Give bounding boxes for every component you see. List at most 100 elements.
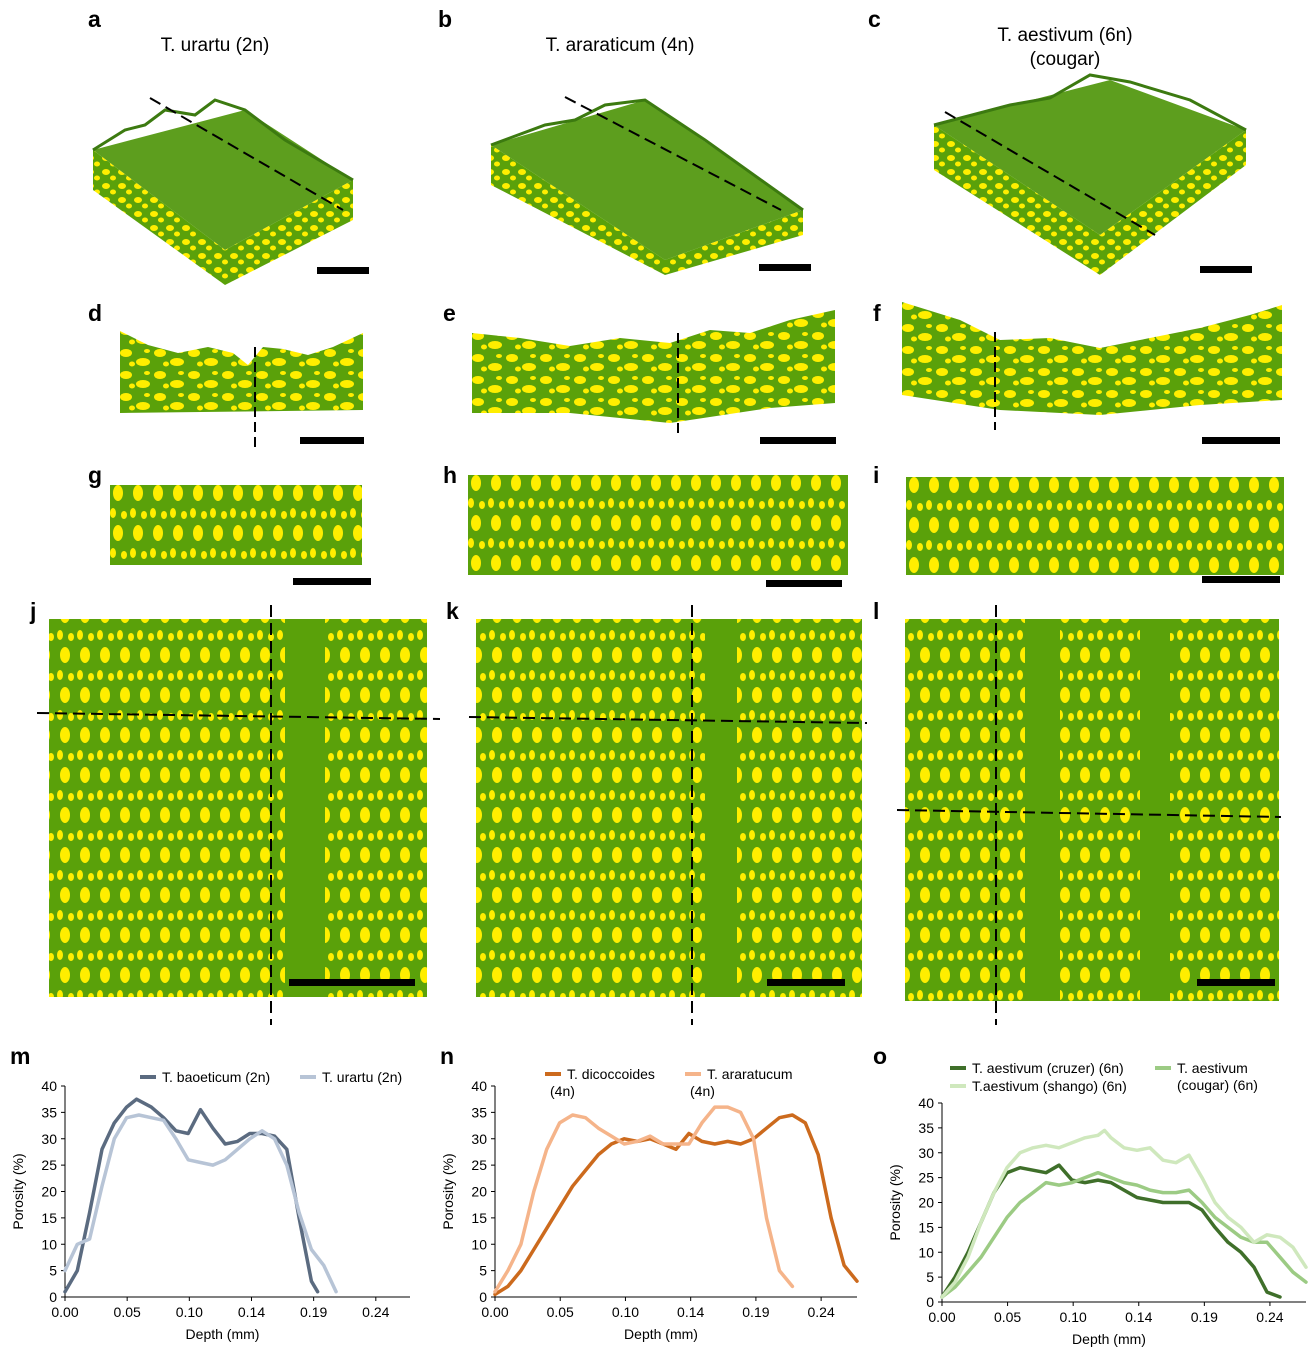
x-tick-label: 0.10	[612, 1304, 639, 1320]
legend-label: T. araratucum	[707, 1066, 793, 1082]
title-b: T. araraticum (4n)	[545, 35, 695, 56]
x-tick-label: 0.10	[1060, 1309, 1087, 1325]
x-axis-label: Depth (mm)	[186, 1326, 260, 1342]
y-tick-label: 25	[471, 1157, 487, 1173]
y-tick-label: 10	[41, 1236, 57, 1252]
x-tick-label: 0.24	[1256, 1309, 1283, 1325]
y-tick-label: 0	[479, 1289, 487, 1305]
legend-label: (cougar) (6n)	[1177, 1077, 1258, 1093]
panel-label-h: h	[443, 462, 458, 488]
title-a: T. urartu (2n)	[160, 35, 270, 56]
panel-label-f: f	[873, 300, 881, 326]
y-tick-label: 20	[471, 1184, 487, 1200]
x-tick-label: 0.05	[547, 1304, 574, 1320]
x-axis-label: Depth (mm)	[1072, 1331, 1146, 1347]
y-tick-label: 5	[926, 1269, 934, 1285]
y-tick-label: 5	[49, 1263, 57, 1279]
title-c-line1: T. aestivum (6n)	[997, 25, 1133, 46]
chart-o: 0 5 10 15 20 25 30 35 40 0.00 0.05 0.10 0.14 0.19 0.24…	[887, 1060, 1308, 1347]
block-3d-c	[933, 73, 1252, 275]
panel-label-k: k	[446, 598, 459, 624]
block-3d-b	[490, 96, 811, 275]
legend-label: (4n)	[550, 1083, 575, 1099]
y-tick-label: 20	[918, 1195, 934, 1211]
top-view-k	[468, 605, 868, 1025]
series-line	[940, 1170, 1308, 1299]
y-tick-label: 30	[41, 1131, 57, 1147]
title-c-line2: (cougar)	[1029, 49, 1101, 70]
panel-label-e: e	[443, 300, 456, 326]
legend-label: T.aestivum (shango) (6n)	[972, 1078, 1127, 1094]
longitudinal-section-i	[906, 477, 1284, 583]
x-tick-label: 0.05	[994, 1309, 1021, 1325]
y-tick-label: 15	[41, 1210, 57, 1226]
series-line	[63, 1113, 338, 1294]
x-tick-label: 0.24	[362, 1304, 389, 1320]
x-tick-label: 0.00	[928, 1309, 955, 1325]
x-tick-label: 0.14	[1125, 1309, 1152, 1325]
y-axis-label: Porosity (%)	[440, 1153, 456, 1229]
chart-m: 0 5 10 15 20 25 30 35 40 0.00 0.05 0.10 0.14 0.19 0.24…	[10, 1069, 410, 1342]
chart-n: 0 5 10 15 20 25 30 35 40 0.00 0.05 0.10 0.14 0.19 0.24…	[440, 1066, 859, 1342]
x-tick-label: 0.00	[51, 1304, 78, 1320]
panel-label-o: o	[873, 1043, 888, 1069]
y-tick-label: 30	[918, 1145, 934, 1161]
longitudinal-section-g	[110, 485, 371, 585]
y-tick-label: 35	[471, 1104, 487, 1120]
y-tick-label: 0	[926, 1294, 934, 1310]
series-line	[940, 1128, 1308, 1299]
series-line	[940, 1163, 1282, 1299]
y-tick-label: 30	[471, 1131, 487, 1147]
y-tick-label: 25	[918, 1170, 934, 1186]
top-view-j	[36, 605, 441, 1025]
y-tick-label: 15	[471, 1210, 487, 1226]
panel-label-c: c	[868, 6, 881, 32]
series-line	[493, 1105, 795, 1294]
y-tick-label: 35	[41, 1104, 57, 1120]
legend-label: T. urartu (2n)	[322, 1069, 402, 1085]
y-axis-label: Porosity (%)	[887, 1164, 903, 1240]
x-tick-label: 0.10	[176, 1304, 203, 1320]
series-line	[63, 1097, 320, 1294]
y-tick-label: 5	[479, 1263, 487, 1279]
cross-section-f	[902, 302, 1282, 444]
cross-section-d	[120, 331, 364, 447]
panel-label-g: g	[88, 462, 103, 488]
panel-label-j: j	[30, 598, 37, 624]
x-tick-label: 0.19	[742, 1304, 769, 1320]
x-tick-label: 0.19	[300, 1304, 327, 1320]
y-tick-label: 40	[918, 1095, 934, 1111]
y-tick-label: 40	[41, 1078, 57, 1094]
legend-label: T. dicoccoides	[567, 1066, 655, 1082]
panel-label-m: m	[10, 1043, 31, 1069]
y-tick-label: 10	[471, 1236, 487, 1252]
y-tick-label: 15	[918, 1219, 934, 1235]
y-tick-label: 25	[41, 1157, 57, 1173]
y-tick-label: 40	[471, 1078, 487, 1094]
y-tick-label: 20	[41, 1184, 57, 1200]
block-3d-a	[92, 97, 369, 285]
x-axis-label: Depth (mm)	[624, 1326, 698, 1342]
legend-label: T. baoeticum (2n)	[162, 1069, 270, 1085]
x-tick-label: 0.24	[808, 1304, 835, 1320]
legend-label: T. aestivum	[1177, 1060, 1248, 1076]
panel-label-d: d	[88, 300, 103, 326]
longitudinal-section-h	[468, 475, 848, 587]
panel-label-b: b	[438, 6, 453, 32]
legend-label: T. aestivum (cruzer) (6n)	[972, 1060, 1124, 1076]
panel-label-a: a	[88, 6, 101, 32]
panel-label-i: i	[873, 462, 880, 488]
y-axis-label: Porosity (%)	[10, 1153, 26, 1229]
series-line	[493, 1113, 859, 1297]
y-tick-label: 35	[918, 1120, 934, 1136]
y-tick-label: 0	[49, 1289, 57, 1305]
x-tick-label: 0.19	[1191, 1309, 1218, 1325]
top-view-l	[896, 605, 1282, 1025]
panel-label-l: l	[873, 598, 880, 624]
x-tick-label: 0.14	[238, 1304, 265, 1320]
x-tick-label: 0.00	[481, 1304, 508, 1320]
y-tick-label: 10	[918, 1244, 934, 1260]
x-tick-label: 0.14	[677, 1304, 704, 1320]
panel-label-n: n	[440, 1043, 455, 1069]
legend-label: (4n)	[690, 1083, 715, 1099]
